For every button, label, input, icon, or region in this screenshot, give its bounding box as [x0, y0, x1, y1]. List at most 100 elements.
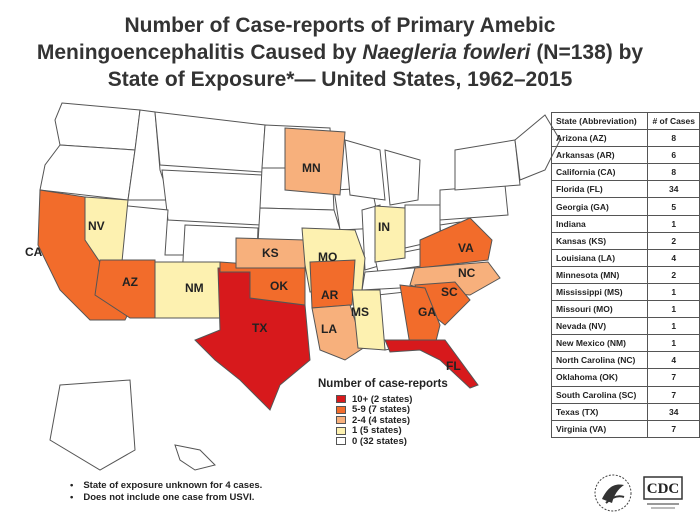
row-cases: 34	[647, 402, 700, 421]
table-row: Oklahoma (OK) 7	[550, 368, 700, 387]
title-line-1: Number of Case-reports of Primary Amebic	[124, 14, 556, 37]
label-va: VA	[458, 241, 474, 255]
row-state: Virginia (VA)	[550, 419, 649, 438]
row-state: Arizona (AZ)	[550, 129, 649, 148]
label-ks: KS	[262, 246, 279, 260]
state-pa	[439, 184, 509, 221]
label-fl: FL	[446, 359, 461, 373]
label-la: LA	[321, 322, 337, 336]
table-row: South Carolina (SC) 7	[550, 385, 700, 404]
label-ca: CA	[25, 245, 43, 259]
row-state: New Mexico (NM)	[550, 334, 649, 353]
state-mt	[154, 111, 266, 173]
row-cases: 8	[647, 129, 700, 148]
map-title: Number of Case-reports of Primary Amebic…	[20, 12, 660, 93]
legend-swatch-1	[336, 426, 346, 435]
table-row: Arkansas (AR) 6	[550, 146, 700, 165]
table-row: Nevada (NV) 1	[550, 317, 700, 336]
row-cases: 2	[647, 231, 700, 250]
row-cases: 2	[647, 265, 700, 284]
row-cases: 7	[647, 385, 700, 404]
row-state: Florida (FL)	[550, 180, 649, 199]
row-cases: 4	[647, 351, 700, 370]
title-line-2-start: Meningoencephalitis Caused by	[36, 41, 363, 64]
state-ny	[454, 139, 521, 191]
table-header-row: State (Abbreviation) # of Cases	[550, 111, 700, 131]
row-state: Arkansas (AR)	[550, 146, 649, 165]
row-cases: 7	[647, 419, 700, 438]
table-row: Kansas (KS) 2	[550, 231, 700, 250]
label-nm: NM	[185, 281, 204, 295]
label-mn: MN	[302, 161, 321, 175]
table-row: Minnesota (MN) 2	[550, 265, 700, 284]
table-row: Florida (FL) 34	[550, 180, 700, 199]
row-state: Oklahoma (OK)	[550, 368, 649, 387]
cdc-logo-text: CDC	[647, 481, 680, 497]
legend-label-2to4: 2-4 (4 states)	[352, 414, 411, 426]
state-in	[374, 205, 406, 263]
row-cases: 8	[647, 163, 700, 182]
table-row: Texas (TX) 34	[550, 402, 700, 421]
table-row: North Carolina (NC) 4	[550, 351, 700, 370]
row-state: Mississippi (MS)	[550, 282, 649, 302]
table-row: Mississippi (MS) 1	[550, 282, 700, 302]
row-state: South Carolina (SC)	[550, 385, 649, 404]
label-tx: TX	[252, 321, 267, 335]
state-hi	[174, 444, 216, 471]
table-row: Georgia (GA) 5	[550, 197, 700, 216]
row-state: Georgia (GA)	[550, 197, 649, 216]
legend-item-0: 0 (32 states)	[336, 436, 478, 447]
label-nv: NV	[88, 219, 105, 233]
label-ms: MS	[351, 305, 369, 319]
header-state: State (Abbreviation)	[550, 111, 649, 131]
legend-swatch-5to9	[336, 405, 346, 414]
table-row: Louisiana (LA) 4	[550, 248, 700, 267]
legend: Number of case-reports 10+ (2 states) 5-…	[318, 378, 478, 447]
table-row: New Mexico (NM) 1	[550, 334, 700, 353]
row-cases: 1	[647, 214, 700, 233]
table-row: Missouri (MO) 1	[550, 300, 700, 319]
footnote-item: State of exposure unknown for 4 cases.	[70, 480, 262, 492]
legend-label-5to9: 5-9 (7 states)	[352, 404, 411, 416]
state-ak	[49, 379, 136, 471]
state-wa	[54, 102, 141, 151]
title-line-2: Meningoencephalitis Caused by Naegleria …	[20, 39, 660, 66]
state-fl	[384, 339, 479, 389]
row-state: Missouri (MO)	[550, 300, 649, 319]
state-mi	[384, 149, 421, 206]
row-cases: 34	[647, 180, 700, 199]
row-cases: 1	[647, 317, 700, 336]
row-state: Kansas (KS)	[550, 231, 649, 250]
row-cases: 4	[647, 248, 700, 267]
state-mn	[284, 127, 346, 196]
row-cases: 1	[647, 334, 700, 353]
legend-item-1: 1 (5 states)	[336, 425, 478, 437]
label-sc: SC	[441, 285, 458, 299]
title-line-2-end: (N=138) by	[530, 41, 644, 64]
label-ga: GA	[418, 305, 436, 319]
state-ar	[309, 259, 356, 309]
legend-label-0: 0 (32 states)	[352, 435, 407, 447]
legend-title: Number of case-reports	[318, 378, 448, 390]
table-row: California (CA) 8	[550, 163, 700, 182]
legend-item-2to4: 2-4 (4 states)	[336, 415, 478, 426]
label-ar: AR	[321, 288, 339, 302]
header-cases: # of Cases	[647, 111, 700, 131]
legend-item-5to9: 5-9 (7 states)	[336, 404, 478, 416]
title-line-3: State of Exposure*— United States, 1962–…	[107, 68, 573, 91]
legend-swatch-10plus	[336, 395, 346, 404]
label-nc: NC	[458, 266, 476, 280]
state-ga	[399, 284, 441, 346]
footnote-item: Does not include one case from USVI.	[70, 492, 262, 504]
legend-label-10plus: 10+ (2 states)	[352, 393, 413, 405]
organism-name: Naegleria fowleri	[362, 41, 531, 64]
row-cases: 1	[647, 300, 700, 319]
state-wi	[344, 139, 386, 201]
legend-label-1: 1 (5 states)	[352, 425, 402, 437]
table-row: Indiana 1	[550, 214, 700, 233]
cdc-logo-icon: CDC	[643, 476, 683, 509]
table-row: Virginia (VA) 7	[550, 419, 700, 438]
row-state: Minnesota (MN)	[550, 265, 649, 284]
row-state: North Carolina (NC)	[550, 351, 649, 370]
